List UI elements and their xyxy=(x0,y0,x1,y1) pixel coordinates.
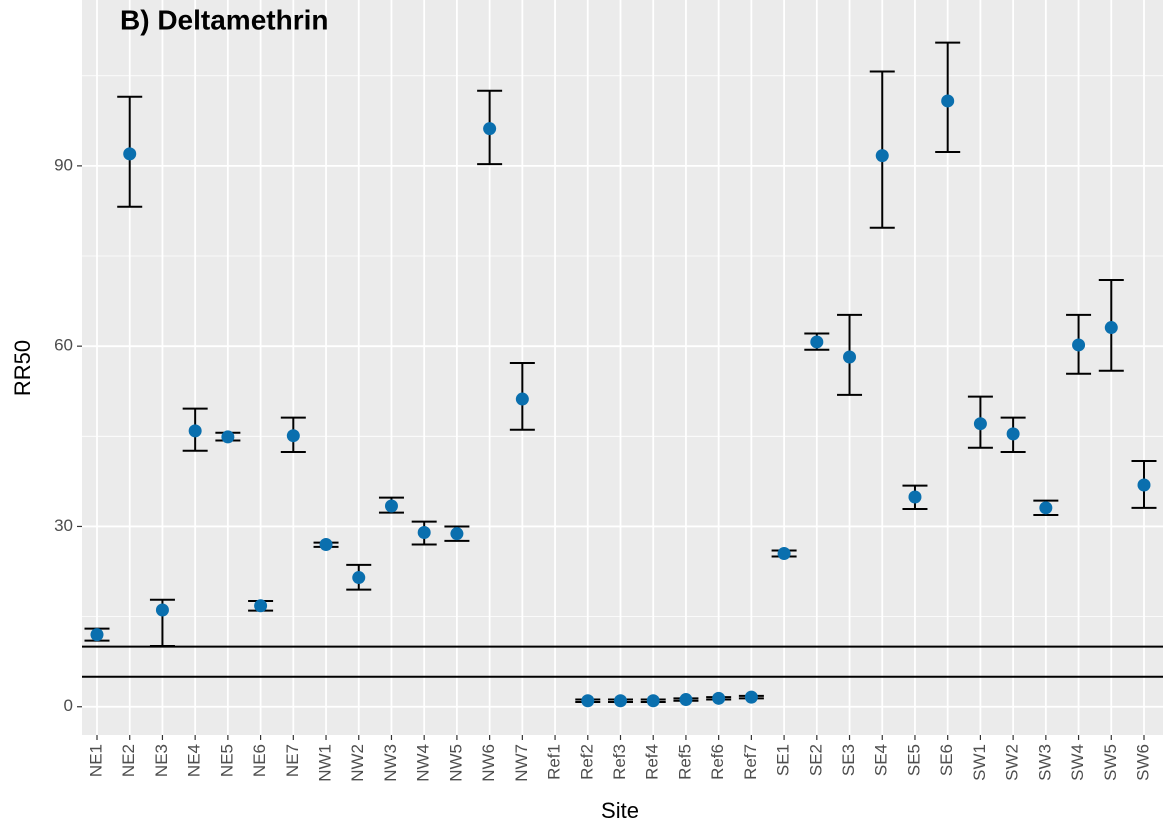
x-tick-label: Ref7 xyxy=(741,744,760,780)
x-tick-label: SW6 xyxy=(1133,744,1152,781)
point xyxy=(1072,338,1086,352)
point xyxy=(352,571,366,585)
y-tick-label: 0 xyxy=(64,696,73,715)
x-tick-label: SE6 xyxy=(937,744,956,776)
x-axis-title: Site xyxy=(601,798,639,823)
plot-background xyxy=(82,0,1163,735)
x-tick-label: NW1 xyxy=(316,744,335,782)
x-tick-label: Ref2 xyxy=(577,744,596,780)
x-tick-label: Ref4 xyxy=(643,744,662,780)
point xyxy=(941,94,955,108)
y-tick-label: 90 xyxy=(54,155,73,174)
chart-title: B) Deltamethrin xyxy=(120,4,328,35)
x-tick-label: NE1 xyxy=(86,744,105,777)
point xyxy=(973,417,987,431)
x-tick-label: SW2 xyxy=(1003,744,1022,781)
x-tick-label: NW7 xyxy=(512,744,531,782)
x-tick-label: Ref5 xyxy=(675,744,694,780)
point xyxy=(1006,427,1020,441)
point xyxy=(254,599,268,613)
x-tick-label: NW5 xyxy=(446,744,465,782)
x-tick-label: Ref1 xyxy=(545,744,564,780)
point xyxy=(777,547,791,561)
point xyxy=(123,147,137,161)
x-tick-label: NE2 xyxy=(119,744,138,777)
point xyxy=(614,694,627,708)
x-tick-label: NW4 xyxy=(414,744,433,782)
point xyxy=(843,350,857,364)
point xyxy=(90,628,104,642)
point xyxy=(450,527,464,541)
x-tick-label: SE1 xyxy=(774,744,793,776)
y-tick-label: 30 xyxy=(54,516,73,535)
x-tick-label: SE5 xyxy=(904,744,923,776)
x-tick-label: SW1 xyxy=(970,744,989,781)
point xyxy=(908,490,922,504)
point xyxy=(515,392,529,406)
x-tick-label: SE4 xyxy=(872,744,891,776)
point xyxy=(483,122,497,136)
x-tick-label: NE3 xyxy=(152,744,171,777)
x-tick-label: NE6 xyxy=(250,744,269,777)
point xyxy=(810,335,824,349)
x-tick-label: NE5 xyxy=(217,744,236,777)
point xyxy=(417,525,431,539)
x-tick-label: SE3 xyxy=(839,744,858,776)
y-tick-label: 60 xyxy=(54,336,73,355)
point xyxy=(155,603,169,617)
x-tick-label: NW6 xyxy=(479,744,498,782)
x-tick-label: NW2 xyxy=(348,744,367,782)
x-tick-label: SW5 xyxy=(1101,744,1120,781)
x-tick-label: NW3 xyxy=(381,744,400,782)
x-tick-label: NE7 xyxy=(283,744,302,777)
x-tick-label: SW4 xyxy=(1068,744,1087,781)
point xyxy=(679,693,693,707)
point xyxy=(319,537,333,551)
point xyxy=(712,691,726,705)
point xyxy=(581,694,595,708)
y-axis-title: RR50 xyxy=(10,340,35,396)
point xyxy=(744,690,758,704)
point xyxy=(646,694,660,708)
x-tick-label: SW3 xyxy=(1035,744,1054,781)
x-tick-label: NE4 xyxy=(185,744,204,777)
point xyxy=(384,499,398,513)
point xyxy=(875,149,889,163)
point xyxy=(221,430,235,444)
x-tick-label: Ref6 xyxy=(708,744,727,780)
point xyxy=(1137,478,1151,492)
point xyxy=(286,429,300,443)
point xyxy=(188,424,202,438)
point xyxy=(1039,501,1053,515)
point xyxy=(1104,321,1118,335)
x-tick-label: SE2 xyxy=(806,744,825,776)
x-tick-label: Ref3 xyxy=(610,744,629,780)
